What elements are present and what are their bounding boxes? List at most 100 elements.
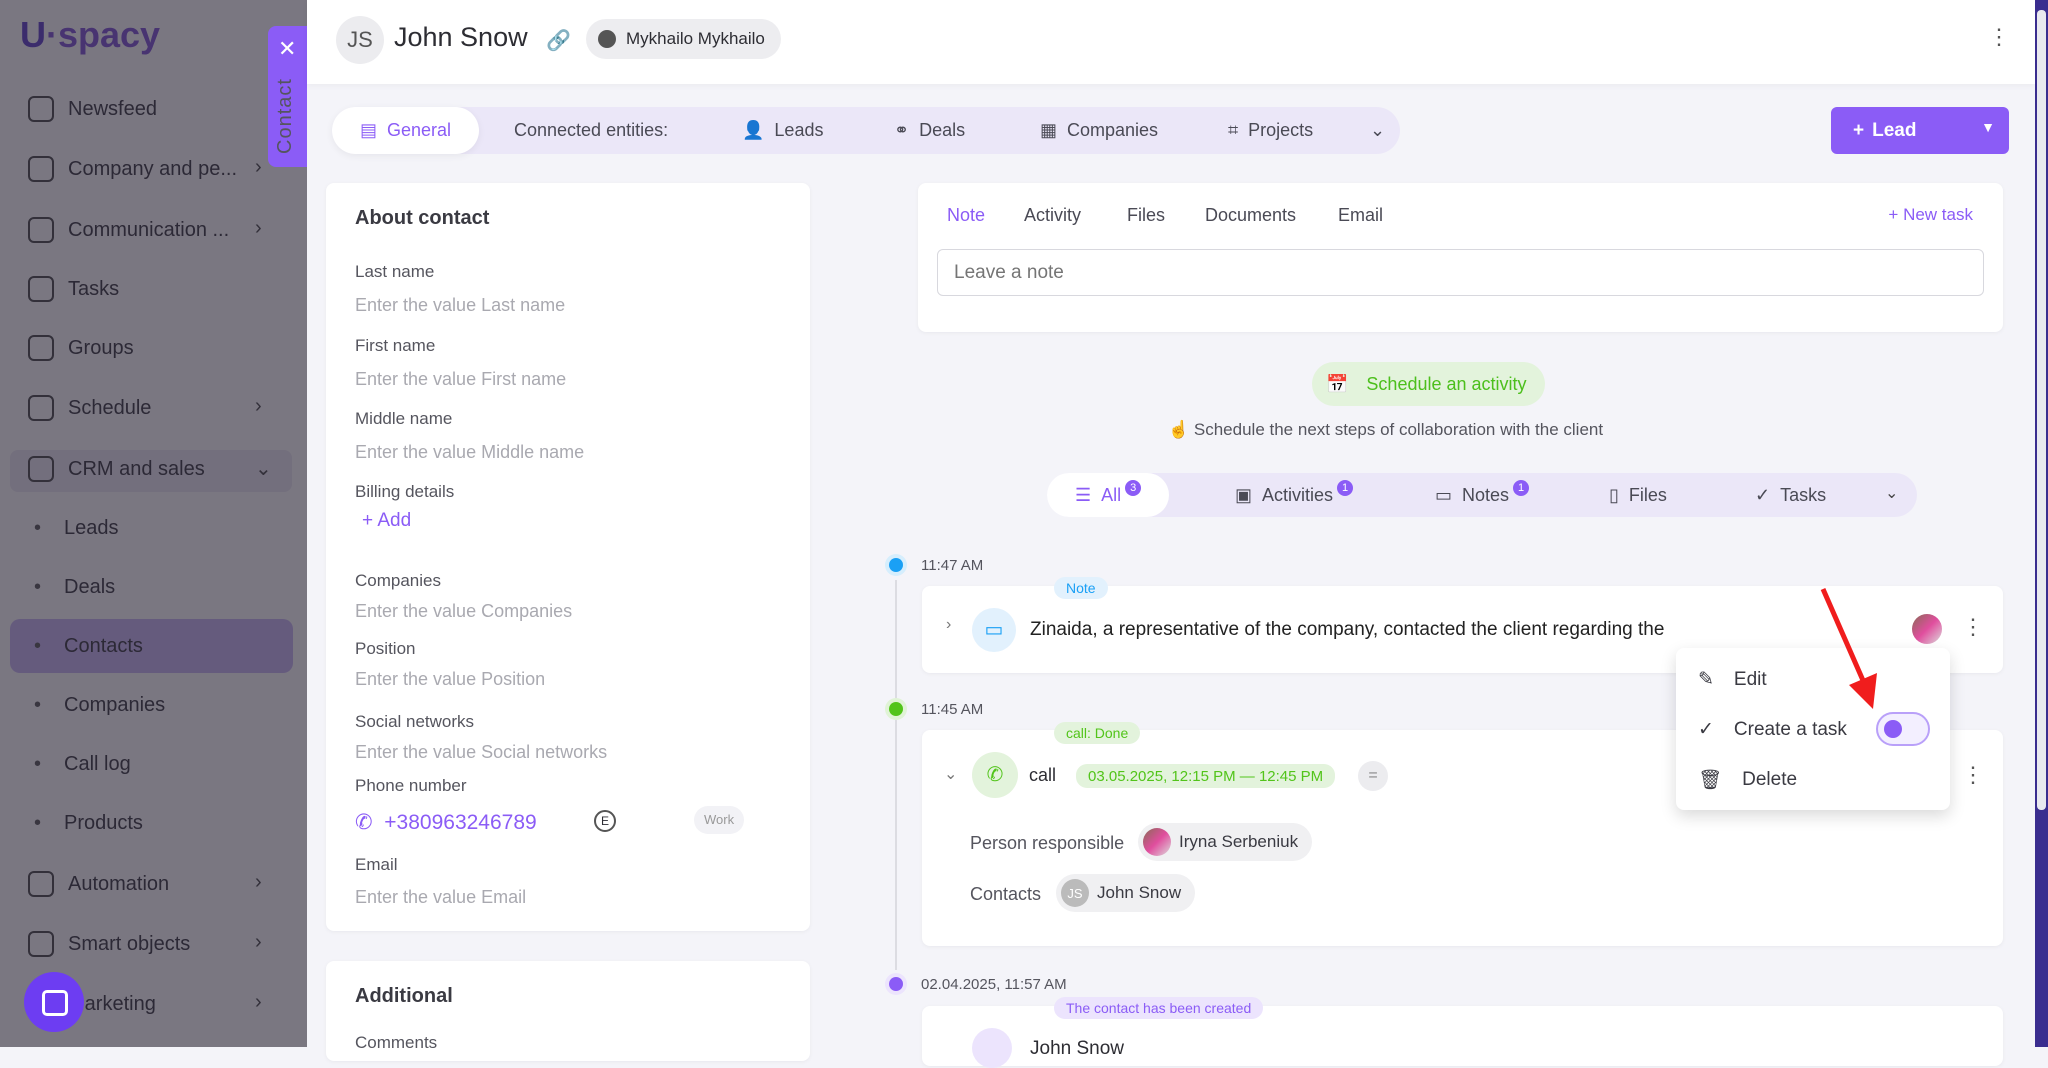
phone-row[interactable]: ✆ +380963246789 (355, 810, 537, 835)
schedule-hint: ☝ Schedule the next steps of collaborati… (1168, 420, 1604, 439)
menu-item-edit[interactable]: ✎ Edit (1698, 668, 1767, 691)
contacts-label: Contacts (970, 884, 1042, 904)
schedule-activity-button[interactable]: 📅 Schedule an activity (1312, 362, 1545, 406)
check-circle-icon: ✓ (1755, 484, 1771, 505)
more-icon[interactable]: ⋮ (1962, 762, 1984, 787)
chevron-right-icon[interactable]: › (946, 616, 952, 633)
hint-text: Schedule the next steps of collaboration… (1193, 420, 1604, 439)
tab-deals[interactable]: ⚭ Deals (894, 107, 965, 154)
timeline-filters: ☰ All 3 ▣ Activities 1 ▭ Notes 1 ▯ Files ✓ Tasks ⌄ (1047, 473, 1917, 517)
menu-label: Create a task (1733, 718, 1847, 740)
menu-label: Delete (1742, 769, 1798, 790)
responsible-chip[interactable]: Iryna Serbeniuk (1138, 823, 1313, 861)
chevron-down-icon[interactable]: ⌄ (1885, 485, 1899, 502)
plus-icon: + (1853, 119, 1865, 141)
timeline-dot (889, 977, 903, 991)
add-lead-button[interactable]: + Lead ▼ (1831, 107, 2009, 154)
entity-tabs: ▤ General Connected entities: 👤 Leads ⚭ Dea… (332, 107, 1400, 154)
owner-name: Mykhailo Mykhailo (626, 29, 765, 48)
responsible-name: Iryna Serbeniuk (1179, 832, 1299, 851)
menu-item-delete[interactable]: 🗑 Delete (1698, 768, 1797, 792)
field-input[interactable]: Enter the value First name (355, 369, 567, 389)
menu-label: Edit (1733, 668, 1767, 690)
contact-chip[interactable]: JS John Snow (1056, 874, 1196, 912)
field-label: First name (355, 336, 436, 355)
echat-icon[interactable]: E (594, 810, 616, 832)
close-icon[interactable]: ✕ (278, 36, 297, 61)
tab-label: Companies (1067, 120, 1159, 140)
timeline-line (895, 580, 897, 970)
calendar-check-icon: 📅 (1326, 373, 1349, 394)
modal-overlay[interactable] (0, 0, 307, 1047)
owner-chip[interactable]: Mykhailo Mykhailo (586, 19, 781, 59)
tab-label: Leads (774, 120, 824, 140)
page-title: John Snow (394, 22, 528, 52)
field-input[interactable]: Enter the value Companies (355, 601, 573, 621)
note-tab-email[interactable]: Email (1338, 205, 1384, 225)
field-input[interactable]: Enter the value Last name (355, 295, 566, 315)
new-task-button[interactable]: + New task (1888, 205, 1973, 224)
leads-icon: 👤 (742, 120, 765, 140)
equals-icon[interactable]: = (1358, 761, 1388, 791)
file-icon: ▯ (1609, 484, 1619, 505)
note-icon: ▭ (972, 608, 1016, 652)
tab-general[interactable]: ▤ General (332, 107, 480, 154)
note-tab-note[interactable]: Note (947, 205, 986, 225)
filter-files[interactable]: ▯ Files (1581, 473, 1695, 517)
menu-item-create-task[interactable]: ✓ Create a task (1698, 718, 1847, 741)
field-label: Phone number (355, 776, 467, 795)
note-tab-files[interactable]: Files (1127, 205, 1166, 225)
chat-support-button[interactable] (24, 972, 84, 1032)
scrollbar-track[interactable] (2035, 0, 2048, 1047)
trash-icon: 🗑 (1698, 770, 1723, 791)
link-icon[interactable]: 🔗 (546, 30, 571, 52)
field-label: Social networks (355, 712, 475, 731)
field-label: Comments (355, 1033, 438, 1052)
field-label: Middle name (355, 409, 453, 428)
more-icon[interactable]: ⋮ (1962, 614, 1984, 639)
count-badge: 3 (1125, 480, 1142, 496)
tab-label: Deals (919, 120, 966, 140)
filter-activities[interactable]: ▣ Activities 1 (1207, 473, 1381, 517)
new-task-label: New task (1903, 205, 1973, 224)
tab-companies[interactable]: ▦ Companies (1040, 107, 1158, 154)
note-tab-activity[interactable]: Activity (1024, 205, 1082, 225)
phone-value[interactable]: +380963246789 (384, 811, 537, 834)
cursor-highlight (1876, 712, 1930, 746)
caret-down-icon[interactable]: ▼ (1981, 119, 1995, 135)
field-input[interactable]: Enter the value Middle name (355, 442, 585, 462)
avatar: JS (336, 16, 384, 64)
contact-tab-label: Contact (274, 78, 296, 154)
deals-icon: ⚭ (894, 120, 910, 140)
responsible-label: Person responsible (970, 833, 1125, 853)
tab-label: Projects (1248, 120, 1314, 140)
tab-leads[interactable]: 👤 Leads (742, 107, 823, 154)
field-input[interactable]: Enter the value Social networks (355, 742, 608, 762)
pencil-icon: ✎ (1698, 669, 1714, 690)
more-icon[interactable]: ⋮ (1988, 24, 2010, 49)
avatar (1143, 828, 1171, 856)
field-input[interactable]: Enter the value Position (355, 669, 546, 689)
add-label: Add (377, 510, 412, 531)
contact-name: John Snow (1097, 883, 1182, 902)
filter-notes[interactable]: ▭ Notes 1 (1407, 473, 1557, 517)
projects-icon: ⌗ (1228, 120, 1239, 140)
calendar-icon: ▣ (1235, 484, 1253, 505)
chevron-down-icon[interactable]: ⌄ (944, 766, 958, 783)
count-badge: 1 (1513, 480, 1530, 496)
scrollbar-thumb[interactable] (2037, 10, 2046, 810)
note-input[interactable] (937, 249, 1984, 296)
chevron-down-icon[interactable]: ⌄ (1370, 120, 1386, 140)
filter-all[interactable]: ☰ All 3 (1047, 473, 1170, 517)
red-arrow-annotation (1820, 587, 1877, 709)
schedule-label: Schedule an activity (1366, 373, 1527, 394)
add-billing-button[interactable]: + Add (362, 510, 412, 531)
contact-panel-tab[interactable]: ✕ Contact (268, 26, 307, 167)
note-text[interactable]: Zinaida, a representative of the company… (1030, 619, 1665, 640)
section-title: Additional (355, 985, 453, 1007)
tab-projects[interactable]: ⌗ Projects (1228, 107, 1313, 154)
filter-tasks[interactable]: ✓ Tasks (1727, 473, 1854, 517)
note-tab-documents[interactable]: Documents (1205, 205, 1297, 225)
call-item: ⌄ ✆ call 03.05.2025, 12:15 PM — 12:45 PM… (922, 730, 2003, 946)
email-field[interactable]: Enter the value Email (355, 887, 527, 907)
